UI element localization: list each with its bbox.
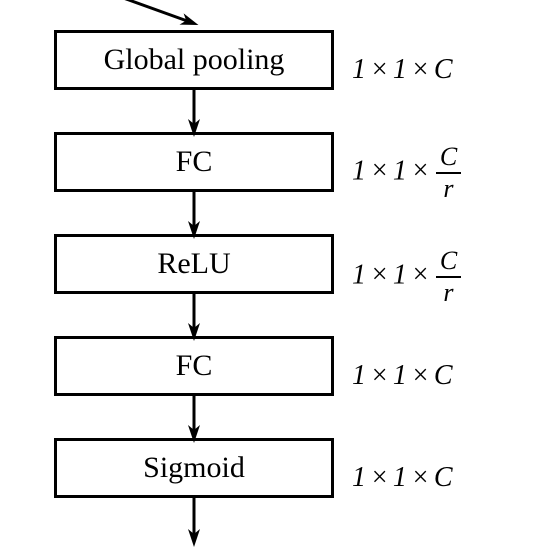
label-fc-1: FC (176, 145, 213, 179)
node-global-pooling: Global pooling (54, 30, 334, 90)
label-relu: ReLU (157, 247, 230, 281)
dim-text: 1×1×C (352, 360, 453, 392)
node-relu: ReLU (54, 234, 334, 294)
node-sigmoid: Sigmoid (54, 438, 334, 498)
label-fc-2: FC (176, 349, 213, 383)
dim-fc-1: 1×1×Cr (352, 144, 463, 202)
node-fc-1: FC (54, 132, 334, 192)
node-fc-2: FC (54, 336, 334, 396)
dim-text: 1×1×Cr (352, 144, 463, 202)
dim-fc-2: 1×1×C (352, 360, 453, 392)
dim-relu: 1×1×Cr (352, 248, 463, 306)
dim-global-pooling: 1×1×C (352, 54, 453, 86)
dim-text: 1×1×C (352, 462, 453, 494)
dim-sigmoid: 1×1×C (352, 462, 453, 494)
dim-text: 1×1×C (352, 54, 453, 86)
label-global-pooling: Global pooling (104, 43, 285, 77)
label-sigmoid: Sigmoid (143, 451, 245, 485)
dim-text: 1×1×Cr (352, 248, 463, 306)
